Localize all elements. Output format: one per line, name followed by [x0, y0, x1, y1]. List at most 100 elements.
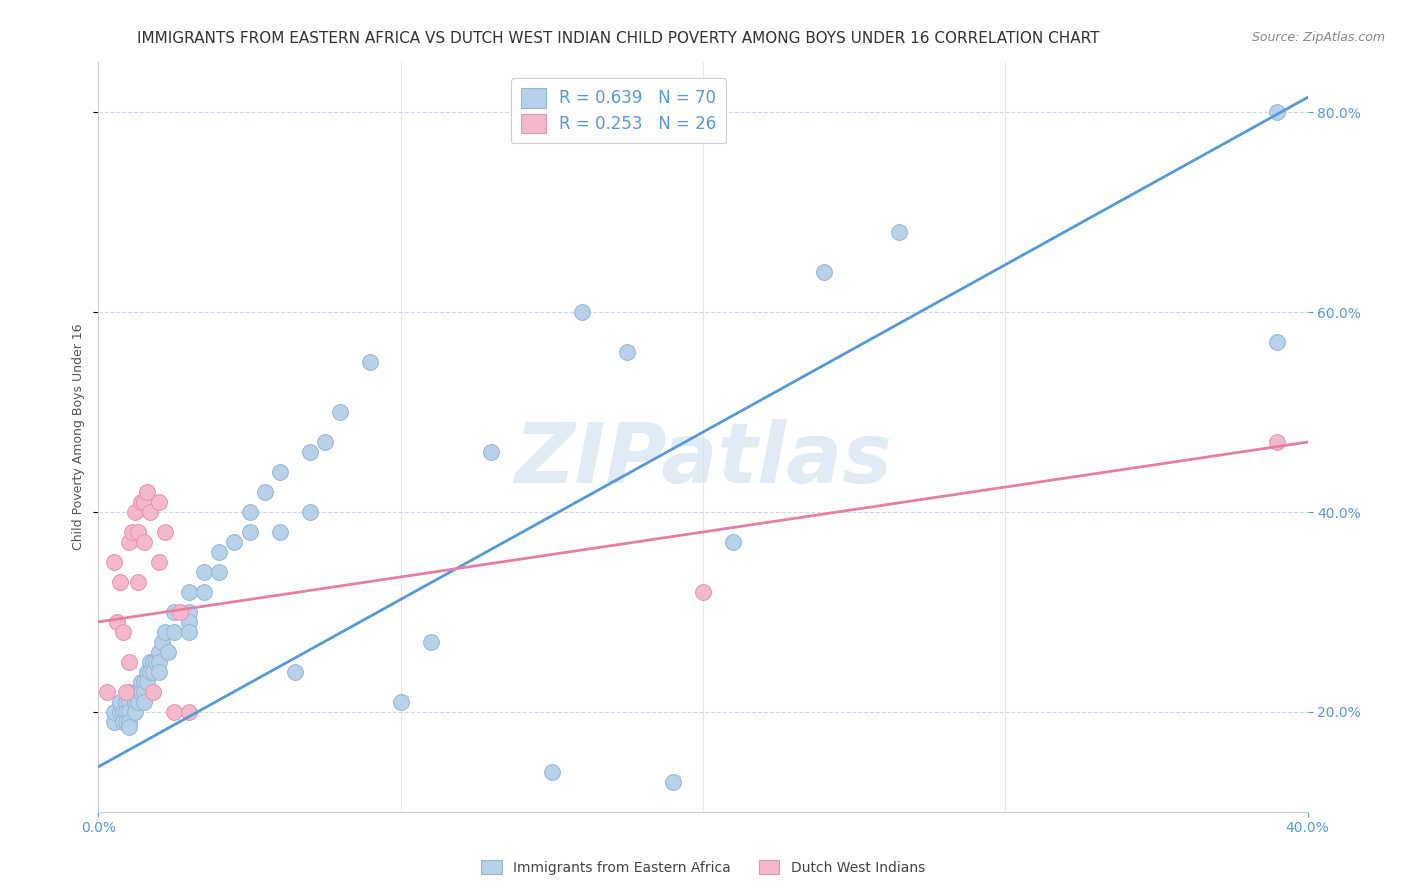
Point	[139, 505, 162, 519]
Legend: Immigrants from Eastern Africa, Dutch West Indians: Immigrants from Eastern Africa, Dutch We…	[475, 855, 931, 880]
Legend: R = 0.639   N = 70, R = 0.253   N = 26: R = 0.639 N = 70, R = 0.253 N = 26	[510, 78, 725, 144]
Point	[156, 645, 179, 659]
Point	[135, 665, 157, 679]
Point	[208, 565, 231, 579]
Point	[616, 345, 638, 359]
Point	[118, 695, 141, 709]
Point	[127, 685, 149, 699]
Point	[142, 665, 165, 679]
Point	[269, 524, 291, 539]
Point	[139, 665, 162, 679]
Point	[118, 720, 141, 734]
Point	[118, 685, 141, 699]
Text: ZIPatlas: ZIPatlas	[515, 419, 891, 500]
Point	[96, 685, 118, 699]
Point	[148, 495, 170, 509]
Point	[127, 574, 149, 589]
Point	[224, 535, 246, 549]
Point	[132, 695, 155, 709]
Point	[108, 574, 131, 589]
Point	[540, 764, 562, 779]
Point	[179, 605, 201, 619]
Point	[239, 505, 262, 519]
Point	[111, 624, 134, 639]
Point	[129, 495, 152, 509]
Point	[148, 645, 170, 659]
Text: IMMIGRANTS FROM EASTERN AFRICA VS DUTCH WEST INDIAN CHILD POVERTY AMONG BOYS UND: IMMIGRANTS FROM EASTERN AFRICA VS DUTCH …	[138, 31, 1099, 46]
Point	[145, 655, 167, 669]
Point	[239, 524, 262, 539]
Point	[169, 605, 191, 619]
Point	[889, 225, 911, 239]
Point	[208, 545, 231, 559]
Point	[150, 635, 173, 649]
Point	[124, 695, 146, 709]
Point	[108, 695, 131, 709]
Point	[132, 535, 155, 549]
Point	[127, 695, 149, 709]
Point	[148, 555, 170, 569]
Point	[139, 655, 162, 669]
Point	[692, 585, 714, 599]
Point	[114, 695, 136, 709]
Point	[153, 624, 176, 639]
Point	[1267, 335, 1289, 350]
Point	[163, 705, 186, 719]
Point	[132, 685, 155, 699]
Point	[163, 605, 186, 619]
Point	[299, 445, 322, 459]
Point	[1267, 435, 1289, 450]
Point	[284, 665, 307, 679]
Point	[179, 624, 201, 639]
Point	[314, 435, 336, 450]
Point	[329, 405, 352, 419]
Point	[118, 535, 141, 549]
Point	[135, 485, 157, 500]
Point	[1267, 105, 1289, 120]
Point	[148, 665, 170, 679]
Point	[108, 705, 131, 719]
Point	[111, 714, 134, 729]
Point	[132, 674, 155, 689]
Point	[105, 615, 128, 629]
Point	[103, 555, 125, 569]
Point	[253, 485, 276, 500]
Point	[389, 695, 412, 709]
Point	[179, 585, 201, 599]
Point	[118, 655, 141, 669]
Point	[114, 705, 136, 719]
Point	[129, 685, 152, 699]
Point	[114, 685, 136, 699]
Point	[481, 445, 503, 459]
Point	[179, 615, 201, 629]
Point	[148, 655, 170, 669]
Point	[135, 674, 157, 689]
Point	[360, 355, 382, 369]
Point	[571, 305, 593, 319]
Point	[193, 565, 215, 579]
Point	[118, 705, 141, 719]
Point	[299, 505, 322, 519]
Point	[103, 714, 125, 729]
Point	[132, 495, 155, 509]
Point	[124, 505, 146, 519]
Point	[420, 635, 443, 649]
Point	[153, 524, 176, 539]
Y-axis label: Child Poverty Among Boys Under 16: Child Poverty Among Boys Under 16	[72, 324, 86, 550]
Point	[118, 714, 141, 729]
Point	[111, 705, 134, 719]
Point	[179, 705, 201, 719]
Point	[142, 655, 165, 669]
Point	[661, 774, 683, 789]
Point	[193, 585, 215, 599]
Text: Source: ZipAtlas.com: Source: ZipAtlas.com	[1251, 31, 1385, 45]
Point	[142, 685, 165, 699]
Point	[129, 674, 152, 689]
Point	[163, 624, 186, 639]
Point	[124, 705, 146, 719]
Point	[114, 714, 136, 729]
Point	[723, 535, 745, 549]
Point	[121, 524, 143, 539]
Point	[813, 265, 835, 279]
Point	[269, 465, 291, 479]
